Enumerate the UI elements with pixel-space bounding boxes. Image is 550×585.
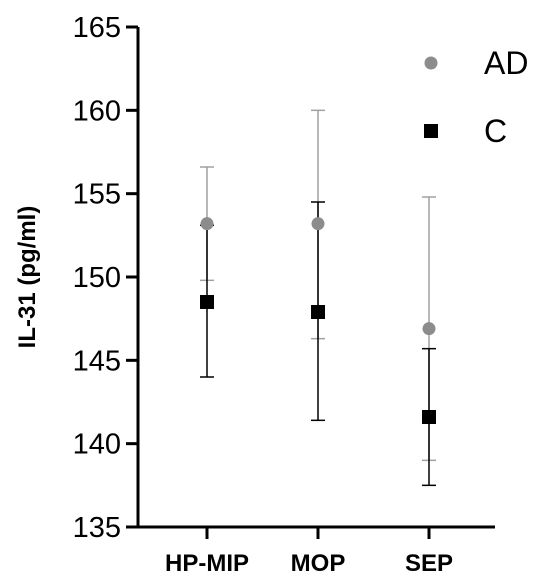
y-tick-label: 135 — [73, 512, 121, 544]
series-C — [200, 201, 436, 487]
legend-item-AD: AD — [424, 45, 528, 81]
y-axis-label: IL-31 (pg/ml) — [14, 206, 41, 349]
y-tick-label: 145 — [73, 345, 121, 377]
legend-label-AD: AD — [484, 45, 528, 81]
legend-label-C: C — [484, 113, 507, 149]
data-point-AD — [422, 322, 436, 336]
legend: AD C — [424, 45, 528, 149]
x-tick-label: HP-MIP — [165, 550, 249, 577]
series-markers-C — [200, 295, 436, 424]
x-tick-label: SEP — [405, 550, 453, 577]
series-markers-AD — [200, 217, 436, 336]
y-tick-label: 155 — [73, 179, 121, 211]
data-point-C — [311, 305, 325, 319]
y-tick-label: 140 — [73, 429, 121, 461]
axes: 135 140 145 150 155 160 165 HP-MIP MOP SEP — [73, 12, 495, 577]
y-tick-label: 150 — [73, 262, 121, 294]
data-point-C — [200, 295, 214, 309]
legend-item-C: C — [424, 113, 507, 149]
data-point-C — [422, 410, 436, 424]
y-tick-label: 160 — [73, 95, 121, 127]
data-point-AD — [200, 217, 214, 231]
legend-marker-AD — [424, 56, 438, 70]
y-tick-label: 165 — [73, 12, 121, 44]
legend-marker-C — [424, 124, 438, 138]
data-point-AD — [311, 217, 325, 231]
series-layer — [200, 109, 436, 487]
x-tick-label: MOP — [291, 550, 346, 577]
